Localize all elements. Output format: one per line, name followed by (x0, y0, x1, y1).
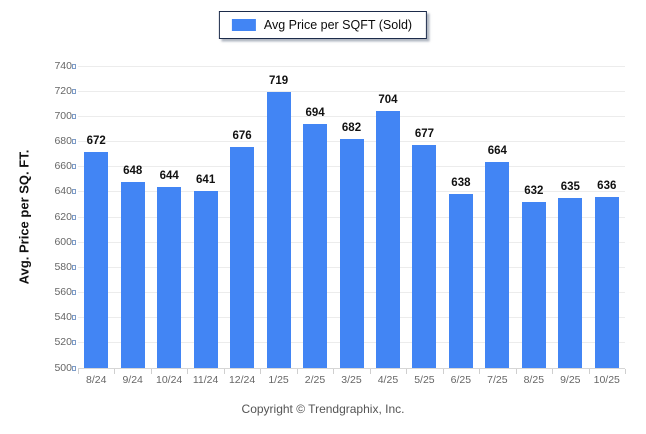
y-axis-tick (72, 214, 76, 220)
y-axis-tick (72, 164, 76, 170)
bar-value-label: 641 (196, 173, 216, 186)
y-axis-tick (72, 239, 76, 245)
x-axis-tick-label: 10/25 (593, 374, 620, 386)
x-axis-tick-label: 10/24 (156, 374, 183, 386)
x-axis-tick-label: 3/25 (341, 374, 362, 386)
y-axis-tick (72, 340, 76, 346)
bar-value-label: 636 (597, 179, 617, 192)
x-axis-tick (406, 369, 408, 374)
bar-value-label: 672 (86, 134, 106, 147)
x-axis-tick (150, 369, 152, 374)
x-axis-tick (625, 369, 626, 374)
y-axis-tick (72, 113, 76, 119)
bar-value-label: 676 (232, 129, 252, 142)
x-axis-tick-label: 7/25 (487, 374, 508, 386)
y-gridline (78, 65, 625, 67)
y-axis-tick-label: 620 (54, 210, 72, 223)
bar-value-label: 719 (268, 75, 289, 88)
chart-legend[interactable]: Avg Price per SQFT (Sold) (218, 11, 428, 39)
bar[interactable] (485, 161, 510, 368)
bar[interactable] (230, 146, 255, 368)
y-axis-tick-label: 580 (54, 260, 72, 273)
x-axis-tick (479, 369, 481, 374)
y-axis-tick-label: 660 (54, 160, 72, 173)
x-axis-tick-label: 8/24 (86, 374, 107, 386)
bar[interactable] (594, 196, 619, 368)
y-axis-tick (72, 63, 76, 69)
x-axis-tick (114, 369, 116, 374)
bar-value-label: 648 (123, 164, 143, 177)
x-axis-tick-label: 2/25 (304, 374, 326, 386)
x-axis-tick (187, 369, 189, 374)
y-gridline (78, 115, 625, 117)
bar-value-label: 664 (487, 144, 507, 157)
bar-value-label: 638 (451, 177, 471, 190)
x-axis-tick (442, 369, 444, 374)
y-axis-tick-label: 500 (54, 361, 72, 374)
y-axis-tick-label: 740 (54, 59, 72, 72)
x-axis-tick-label: 8/25 (523, 374, 545, 386)
y-axis-tick (72, 264, 76, 270)
x-axis-tick (78, 369, 79, 374)
legend-swatch-icon (231, 19, 256, 31)
bar[interactable] (266, 92, 291, 368)
bar-value-label: 644 (159, 169, 179, 182)
x-axis-tick-label: 6/25 (450, 374, 472, 386)
bar-value-label: 704 (378, 94, 398, 107)
x-axis-tick-label: 12/24 (228, 374, 256, 386)
x-axis-tick-label: 1/25 (268, 374, 289, 386)
y-gridline (78, 90, 625, 92)
y-axis-tick-label: 600 (54, 235, 72, 248)
x-axis-tick-label: 5/25 (414, 374, 435, 386)
x-axis-tick-label: 9/25 (560, 374, 581, 386)
x-axis-tick (333, 369, 335, 374)
bar[interactable] (303, 123, 328, 368)
x-axis-tick-label: 11/24 (192, 374, 219, 386)
bar[interactable] (448, 194, 473, 368)
y-axis-tick (72, 290, 76, 295)
y-axis-tick (72, 365, 76, 371)
y-axis-tick (72, 139, 76, 144)
y-axis-tick-label: 680 (54, 135, 72, 147)
x-axis-tick-label: 9/24 (122, 374, 143, 386)
bar[interactable] (193, 190, 218, 368)
bar-value-label: 682 (341, 121, 362, 134)
x-axis-tick (588, 369, 590, 374)
bar-value-label: 635 (560, 181, 580, 194)
bar[interactable] (558, 198, 583, 368)
x-axis-tick (296, 369, 298, 374)
bar[interactable] (339, 138, 364, 368)
x-axis-tick (552, 369, 554, 374)
copyright-text: Copyright © Trendgraphix, Inc. (241, 402, 405, 416)
x-axis-tick (369, 369, 371, 374)
bar-value-label: 632 (524, 184, 544, 197)
y-axis-tick-label: 700 (54, 109, 72, 122)
legend-label: Avg Price per SQFT (Sold) (263, 18, 413, 32)
y-axis-tick-label: 720 (54, 84, 72, 97)
y-axis-tick-label: 520 (54, 336, 72, 349)
x-axis-tick (223, 369, 225, 374)
bar[interactable] (157, 186, 182, 368)
y-axis-tick-label: 640 (54, 185, 72, 198)
bar[interactable] (120, 181, 145, 368)
bar-value-label: 677 (414, 128, 435, 141)
y-axis-tick (72, 189, 76, 195)
bar[interactable] (375, 111, 400, 368)
y-axis-tick (72, 315, 76, 321)
bar-value-label: 694 (305, 106, 325, 119)
y-axis-tick (72, 88, 76, 94)
x-axis-tick (260, 369, 262, 374)
plot-area (78, 66, 625, 369)
bar[interactable] (521, 201, 546, 368)
x-axis-tick-label: 4/25 (377, 374, 399, 386)
x-axis-tick (515, 369, 517, 374)
bar[interactable] (412, 145, 437, 368)
y-axis-tick-label: 540 (54, 311, 72, 324)
bar[interactable] (84, 151, 109, 368)
y-axis-tick-label: 560 (54, 286, 72, 298)
